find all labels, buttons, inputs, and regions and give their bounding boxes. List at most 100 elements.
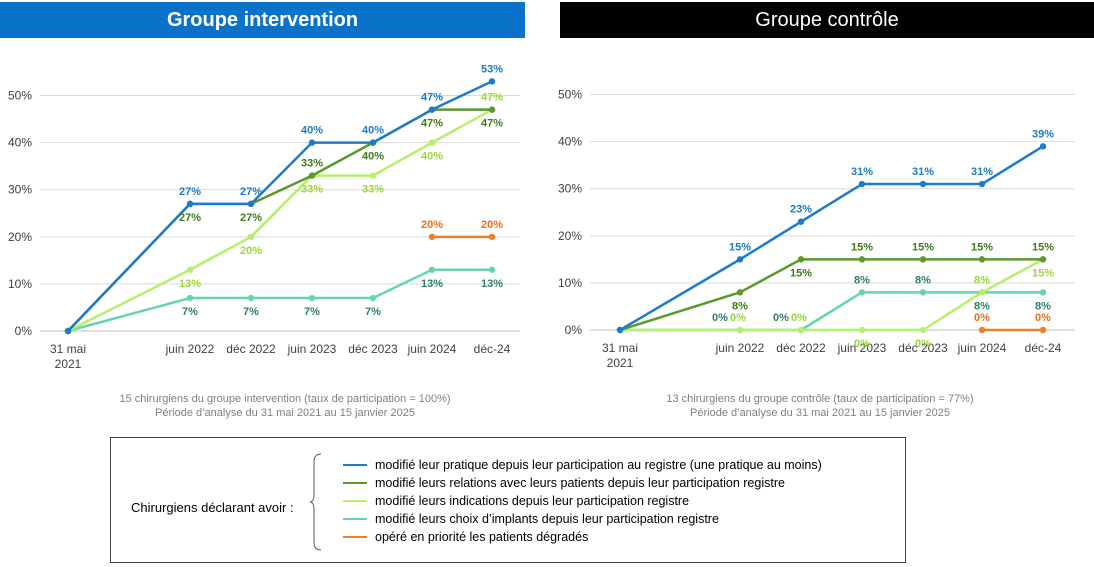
y-tick-label: 20% (558, 229, 582, 243)
data-label: 53% (481, 63, 503, 75)
data-point (797, 218, 805, 225)
y-tick-label: 10% (8, 277, 32, 291)
data-point (919, 326, 927, 334)
data-label: 33% (301, 184, 323, 196)
data-label: 15% (1032, 241, 1054, 253)
x-tick-label: déc-24 (1025, 341, 1062, 355)
data-label: 13% (481, 278, 503, 290)
data-point (308, 172, 316, 179)
data-label: 8% (732, 300, 748, 312)
data-point (616, 326, 624, 334)
data-label: 27% (179, 212, 201, 224)
data-label: 31% (912, 166, 934, 178)
data-label: 47% (481, 118, 503, 130)
data-label: 20% (240, 245, 262, 257)
legend-label: modifié leur pratique depuis leur partic… (375, 458, 822, 472)
data-point (428, 106, 436, 113)
intervention-caption-participants: 15 chirurgiens du groupe intervention (t… (119, 393, 451, 405)
data-label: 40% (301, 125, 323, 137)
data-label: 13% (421, 278, 443, 290)
y-tick-label: 20% (8, 230, 32, 244)
x-tick-label: 31 mai (602, 341, 638, 355)
y-tick-label: 10% (558, 276, 582, 290)
x-tick-label: déc 2022 (776, 341, 826, 355)
data-point (247, 294, 255, 302)
data-point (308, 139, 316, 146)
legend-item-relations: modifié leurs relations avec leurs patie… (343, 474, 785, 492)
legend-box: Chirurgiens déclarant avoir : modifié le… (110, 437, 906, 563)
legend-swatch (343, 518, 367, 520)
data-label: 39% (1032, 128, 1054, 140)
data-label: 15% (912, 241, 934, 253)
data-label: 0% (1035, 312, 1051, 324)
data-point (797, 326, 805, 334)
data-point (488, 233, 496, 241)
x-tick-label: 2021 (55, 357, 82, 371)
data-point (247, 233, 255, 241)
legend-label: opéré en priorité les patients dégradés (375, 530, 589, 544)
x-tick-label: 2021 (607, 356, 634, 370)
data-label: 15% (971, 241, 993, 253)
legend-label: modifié leurs relations avec leurs patie… (375, 476, 785, 490)
x-tick-label: 31 mai (50, 342, 86, 356)
data-label: 0% (773, 312, 789, 324)
x-tick-label: juin 2023 (837, 341, 887, 355)
data-point (369, 172, 377, 179)
legend-swatch (343, 500, 367, 502)
y-tick-label: 0% (15, 324, 33, 338)
data-label: 40% (362, 125, 384, 137)
data-label: 0% (854, 338, 870, 350)
data-point (1039, 326, 1047, 334)
legend-item-implants: modifié leurs choix d’implants depuis le… (343, 510, 719, 528)
data-point (736, 289, 744, 296)
data-label: 7% (365, 306, 381, 318)
data-point (186, 266, 194, 273)
data-point (186, 200, 194, 208)
data-label: 7% (182, 306, 198, 318)
control-panel-title: Groupe contrôle (560, 2, 1094, 38)
data-label: 8% (1035, 300, 1051, 312)
data-point (308, 294, 316, 302)
data-point (919, 289, 927, 296)
data-label: 27% (240, 186, 262, 198)
data-point (64, 327, 72, 335)
data-point (488, 266, 496, 273)
data-point (369, 139, 377, 146)
x-tick-label: juin 2023 (287, 342, 337, 356)
data-point (919, 180, 927, 188)
data-point (858, 256, 866, 263)
x-tick-label: juin 2022 (715, 341, 765, 355)
data-label: 0% (915, 338, 931, 350)
data-point (736, 326, 744, 334)
y-tick-label: 50% (8, 89, 32, 103)
data-label: 33% (301, 158, 323, 170)
data-label: 27% (240, 212, 262, 224)
data-label: 47% (421, 118, 443, 130)
data-label: 31% (971, 166, 993, 178)
data-point (488, 78, 496, 85)
data-point (1039, 289, 1047, 296)
y-tick-label: 50% (558, 88, 582, 102)
x-tick-label: déc 2022 (226, 342, 276, 356)
data-label: 27% (179, 186, 201, 198)
control-caption: 13 chirurgiens du groupe contrôle (taux … (590, 392, 1050, 420)
x-tick-label: déc-24 (474, 342, 511, 356)
data-point (428, 233, 436, 241)
data-point (1039, 143, 1047, 150)
data-label: 8% (854, 274, 870, 286)
data-point (797, 256, 805, 263)
data-point (1039, 256, 1047, 263)
x-tick-label: déc 2023 (898, 341, 948, 355)
data-label: 8% (974, 274, 990, 286)
legend-item-practice: modifié leur pratique depuis leur partic… (343, 456, 822, 474)
data-point (488, 106, 496, 113)
data-label: 33% (362, 184, 384, 196)
data-label: 8% (974, 300, 990, 312)
x-tick-label: juin 2024 (407, 342, 457, 356)
data-point (858, 326, 866, 334)
data-label: 23% (790, 204, 812, 216)
legend-swatch (343, 464, 367, 466)
data-label: 15% (790, 267, 812, 279)
data-label: 47% (421, 92, 443, 104)
